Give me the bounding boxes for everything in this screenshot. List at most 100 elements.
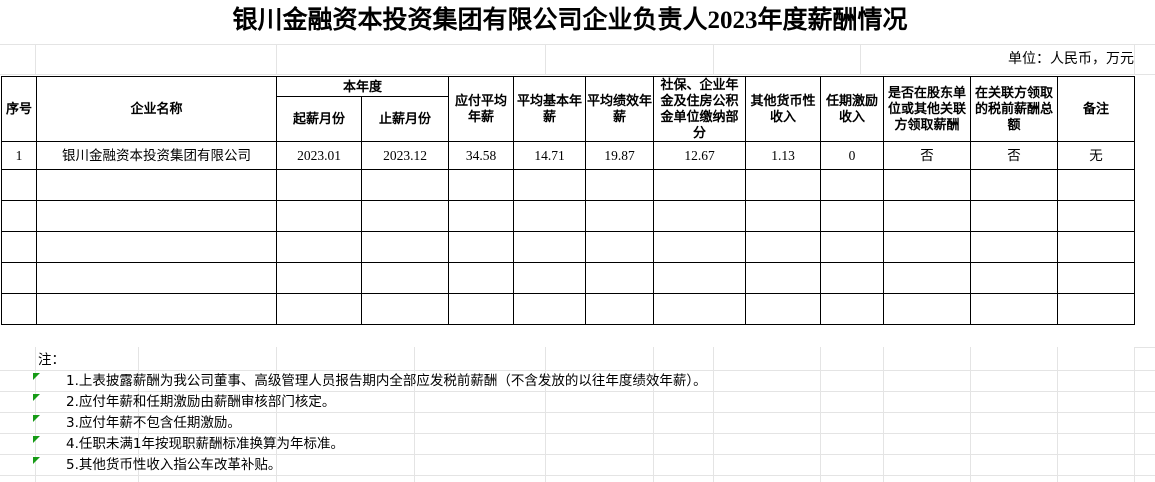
gridline-v <box>35 347 36 482</box>
col-header-tenure-incentive: 任期激励收入 <box>820 76 884 142</box>
cell-empty <box>745 293 821 325</box>
note-item: 5.其他货币性收入指公车改革补贴。 <box>0 455 1155 476</box>
cell-social-insurance-employer-part: 12.67 <box>653 141 746 170</box>
col-header-company-name: 企业名称 <box>36 76 277 142</box>
cell-empty <box>883 200 971 232</box>
gridline-v <box>883 347 884 482</box>
cell-empty <box>1 231 37 263</box>
cell-paid-by-shareholder-or-affiliate: 否 <box>883 141 971 170</box>
cell-end-month: 2023.12 <box>361 141 449 170</box>
cell-pretax-total-from-affiliate: 否 <box>970 141 1058 170</box>
table-row-empty <box>1 169 1135 201</box>
cell-empty <box>883 231 971 263</box>
error-flag-icon <box>33 457 40 464</box>
cell-empty <box>883 262 971 294</box>
col-header-avg-payable: 应付平均年薪 <box>448 76 514 142</box>
cell-empty <box>820 200 884 232</box>
cell-empty <box>820 293 884 325</box>
header-row-bottom: 起薪月份 止薪月份 <box>2 96 1135 142</box>
table-row: 1 银川金融资本投资集团有限公司 2023.01 2023.12 34.58 14.71 1… <box>1 141 1135 170</box>
cell-empty <box>745 231 821 263</box>
gridline-v <box>860 44 861 75</box>
gridline-v <box>713 347 714 482</box>
table-row-empty <box>1 262 1135 294</box>
notes-block: 注： 1.上表披露薪酬为我公司董事、高级管理人员报告期内全部应发税前薪酬（不含发… <box>0 349 1155 476</box>
gridline-h <box>0 74 1155 75</box>
cell-empty <box>585 169 654 201</box>
cell-empty <box>653 231 746 263</box>
cell-empty <box>745 262 821 294</box>
note-item: 1.上表披露薪酬为我公司董事、高级管理人员报告期内全部应发税前薪酬（不含发放的以… <box>0 371 1155 392</box>
cell-empty <box>361 169 449 201</box>
cell-empty <box>970 169 1058 201</box>
gridline-v <box>1134 44 1135 75</box>
cell-empty <box>361 231 449 263</box>
cell-empty <box>745 200 821 232</box>
cell-empty <box>513 231 586 263</box>
table-row-empty <box>1 231 1135 263</box>
col-header-current-year: 本年度 <box>276 76 449 97</box>
cell-company-name: 银川金融资本投资集团有限公司 <box>36 141 277 170</box>
cell-empty <box>513 169 586 201</box>
col-header-remarks: 备注 <box>1057 76 1135 142</box>
col-header-start-month: 起薪月份 <box>276 96 362 142</box>
cell-empty <box>970 231 1058 263</box>
gridline-h <box>0 454 1155 455</box>
note-item-text: 4.任职未满1年按现职薪酬标准换算为年标准。 <box>66 436 344 452</box>
header-row-top: 序号 企业名称 本年度 应付平均年薪 平均基本年薪 平均绩效年薪 社保、企业年金… <box>1 76 1135 142</box>
table-row-empty <box>1 200 1135 232</box>
error-flag-icon <box>33 373 40 380</box>
cell-empty <box>745 169 821 201</box>
cell-start-month: 2023.01 <box>276 141 362 170</box>
gridline-h <box>0 475 1155 476</box>
gridline-h <box>0 412 1155 413</box>
unit-label: 单位：人民币，万元 <box>1008 52 1134 67</box>
notes-heading: 注： <box>38 352 65 368</box>
cell-empty <box>448 200 514 232</box>
gridline-v <box>970 347 971 482</box>
col-header-seq-no: 序号 <box>1 76 37 142</box>
error-flag-icon <box>33 436 40 443</box>
cell-empty <box>653 262 746 294</box>
gridline-h <box>0 433 1155 434</box>
cell-other-monetary-income: 1.13 <box>745 141 821 170</box>
cell-empty <box>653 293 746 325</box>
cell-remarks: 无 <box>1057 141 1135 170</box>
page-title: 银川金融资本投资集团有限公司企业负责人2023年度薪酬情况 <box>232 7 908 34</box>
col-header-avg-performance: 平均绩效年薪 <box>585 76 654 142</box>
gridline-v <box>820 347 821 482</box>
gridline-v <box>138 347 139 482</box>
cell-empty <box>653 200 746 232</box>
gridline-v <box>276 44 277 75</box>
cell-empty <box>513 262 586 294</box>
cell-empty <box>970 262 1058 294</box>
cell-empty <box>585 293 654 325</box>
cell-empty <box>820 262 884 294</box>
cell-empty <box>448 262 514 294</box>
col-header-other-monetary: 其他货币性收入 <box>745 76 821 142</box>
cell-empty <box>276 200 362 232</box>
gridline-v <box>276 347 277 482</box>
cell-empty <box>970 200 1058 232</box>
cell-empty <box>820 169 884 201</box>
cell-empty <box>513 200 586 232</box>
gridline-h <box>0 370 1155 371</box>
gridline-v <box>414 347 415 482</box>
cell-empty <box>1 169 37 201</box>
col-header-social-insurance: 社保、企业年金及住房公积金单位缴纳部分 <box>653 76 746 142</box>
cell-avg-performance-annual-salary: 19.87 <box>585 141 654 170</box>
cell-empty <box>361 262 449 294</box>
note-item-text: 1.上表披露薪酬为我公司董事、高级管理人员报告期内全部应发税前薪酬（不含发放的以… <box>66 373 707 389</box>
gridline-v <box>545 44 546 75</box>
cell-empty <box>361 200 449 232</box>
gridline-h <box>0 391 1155 392</box>
gridline-v <box>653 347 654 482</box>
cell-empty <box>448 169 514 201</box>
cell-empty <box>1057 169 1135 201</box>
cell-avg-base-annual-salary: 14.71 <box>513 141 586 170</box>
cell-empty <box>361 293 449 325</box>
cell-empty <box>36 169 277 201</box>
notes-list: 1.上表披露薪酬为我公司董事、高级管理人员报告期内全部应发税前薪酬（不含发放的以… <box>0 371 1155 476</box>
gridline-v <box>545 347 546 482</box>
